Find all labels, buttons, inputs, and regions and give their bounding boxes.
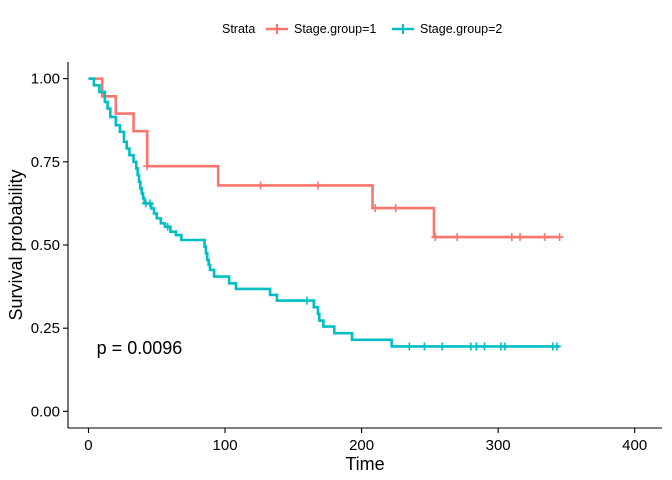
x-tick-label: 300 xyxy=(486,437,511,454)
axes: 0 100 200 300 400 0.00 0.25 0.50 0.75 1.00 xyxy=(31,71,647,454)
y-tick-label: 0.00 xyxy=(31,403,60,420)
censor-mark xyxy=(552,342,561,351)
survival-curve-line xyxy=(88,77,560,348)
x-tick-label: 100 xyxy=(213,437,238,454)
x-tick-label: 400 xyxy=(622,437,647,454)
censor-mark xyxy=(163,222,172,231)
x-tick-label: 200 xyxy=(349,437,374,454)
censor-mark xyxy=(438,342,447,351)
censor-mark xyxy=(431,233,440,242)
censor-mark xyxy=(145,199,154,208)
x-tick-label: 0 xyxy=(84,437,92,454)
censor-mark xyxy=(302,296,311,305)
legend-label-stage-group-1: Stage.group=1 xyxy=(294,22,376,36)
legend-label-stage-group-2: Stage.group=2 xyxy=(420,22,502,36)
censor-mark xyxy=(480,342,489,351)
y-tick-label: 0.50 xyxy=(31,237,60,254)
censor-mark xyxy=(313,181,322,190)
series-1 xyxy=(88,77,564,242)
censor-mark xyxy=(555,233,564,242)
y-tick-label: 1.00 xyxy=(31,71,60,88)
censor-mark xyxy=(515,233,524,242)
censor-mark xyxy=(371,204,380,213)
censor-mark xyxy=(420,342,429,351)
series-layer xyxy=(88,77,564,351)
legend-title: Strata xyxy=(222,22,255,36)
censor-mark xyxy=(256,181,265,190)
censor-mark xyxy=(453,233,462,242)
censor-mark xyxy=(540,233,549,242)
y-tick-label: 0.25 xyxy=(31,320,60,337)
censor-mark xyxy=(143,162,152,171)
legend: Strata Stage.group=1 Stage.group=2 xyxy=(222,22,502,36)
censor-mark xyxy=(507,233,516,242)
censor-mark xyxy=(405,342,414,351)
y-axis-title: Survival probability xyxy=(6,169,26,320)
series-2 xyxy=(88,77,561,351)
censor-mark xyxy=(472,342,481,351)
x-axis-title: Time xyxy=(345,454,384,474)
censor-mark xyxy=(500,342,509,351)
survival-curve-line xyxy=(88,77,560,239)
y-tick-label: 0.75 xyxy=(31,154,60,171)
censor-mark xyxy=(391,204,400,213)
p-value-annotation: p = 0.0096 xyxy=(97,338,183,358)
